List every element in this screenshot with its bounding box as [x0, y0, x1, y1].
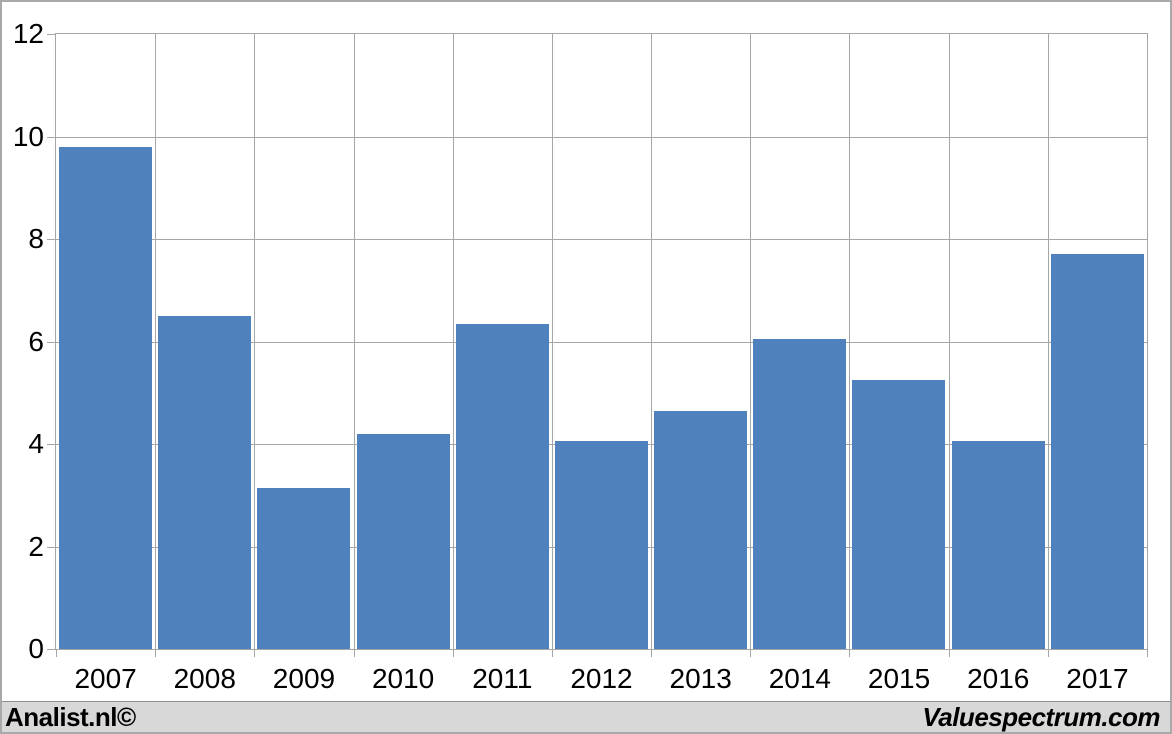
- vertical-gridline: [453, 34, 454, 649]
- x-axis-tick: [949, 650, 950, 657]
- y-axis-label: 2: [28, 531, 44, 562]
- bar-2008: [158, 316, 251, 649]
- horizontal-gridline: [56, 239, 1147, 240]
- bar-2017: [1051, 254, 1144, 649]
- horizontal-gridline: [56, 342, 1147, 343]
- x-axis-label: 2012: [570, 663, 633, 694]
- vertical-gridline: [354, 34, 355, 649]
- plot-area: [55, 33, 1148, 650]
- x-axis-label: 2015: [867, 663, 931, 694]
- y-axis-tick: [47, 342, 55, 343]
- vertical-gridline: [155, 34, 156, 649]
- bar-2010: [357, 434, 450, 649]
- y-axis-label: 10: [12, 121, 44, 152]
- y-axis-tick: [47, 649, 55, 650]
- x-axis-tick: [155, 650, 156, 657]
- y-axis-label: 4: [28, 428, 44, 459]
- vertical-gridline: [849, 34, 850, 649]
- vertical-gridline: [949, 34, 950, 649]
- y-axis-label: 8: [28, 223, 44, 254]
- y-axis-label: 12: [12, 18, 44, 49]
- x-axis-label: 2007: [74, 663, 137, 694]
- x-axis-tick: [1147, 650, 1148, 657]
- bar-2016: [952, 441, 1045, 649]
- horizontal-gridline: [56, 137, 1147, 138]
- y-axis-tick: [47, 34, 55, 35]
- vertical-gridline: [552, 34, 553, 649]
- vertical-gridline: [1048, 34, 1049, 649]
- x-axis-tick: [552, 650, 553, 657]
- y-axis-tick: [47, 239, 55, 240]
- x-axis-label: 2013: [669, 663, 732, 694]
- valuespectrum-brand-text: Valuespectrum.com: [922, 701, 1160, 732]
- bar-2014: [753, 339, 846, 649]
- x-axis-label: 2010: [371, 663, 435, 694]
- x-axis-label: 2017: [1066, 663, 1129, 694]
- x-axis-label: 2011: [472, 663, 533, 694]
- y-axis-label: 0: [28, 633, 44, 664]
- analist-brand-text: Analist.nl©: [5, 701, 136, 732]
- x-axis-tick: [1048, 650, 1049, 657]
- y-axis-tick: [47, 137, 55, 138]
- vertical-gridline: [750, 34, 751, 649]
- bar-2009: [257, 488, 350, 649]
- bar-2011: [456, 324, 549, 649]
- x-axis-tick: [56, 650, 57, 657]
- bar-2015: [852, 380, 945, 649]
- bar-2013: [654, 411, 747, 649]
- footer-bar: Analist.nl© Valuespectrum.com: [2, 701, 1170, 732]
- vertical-gridline: [651, 34, 652, 649]
- x-axis-label: 2008: [173, 663, 236, 694]
- y-axis-tick: [47, 444, 55, 445]
- vertical-gridline: [254, 34, 255, 649]
- y-axis-tick: [47, 547, 55, 548]
- bar-2012: [555, 441, 648, 649]
- x-axis-tick: [453, 650, 454, 657]
- y-axis-label: 6: [28, 326, 44, 357]
- x-axis-label: 2009: [272, 663, 336, 694]
- x-axis-tick: [354, 650, 355, 657]
- x-axis-label: 2016: [967, 663, 1030, 694]
- bar-2007: [59, 147, 152, 649]
- x-axis-label: 2014: [768, 663, 831, 694]
- x-axis-tick: [849, 650, 850, 657]
- x-axis-tick: [651, 650, 652, 657]
- bars-layer: [56, 34, 1147, 649]
- x-axis-tick: [254, 650, 255, 657]
- x-axis-tick: [750, 650, 751, 657]
